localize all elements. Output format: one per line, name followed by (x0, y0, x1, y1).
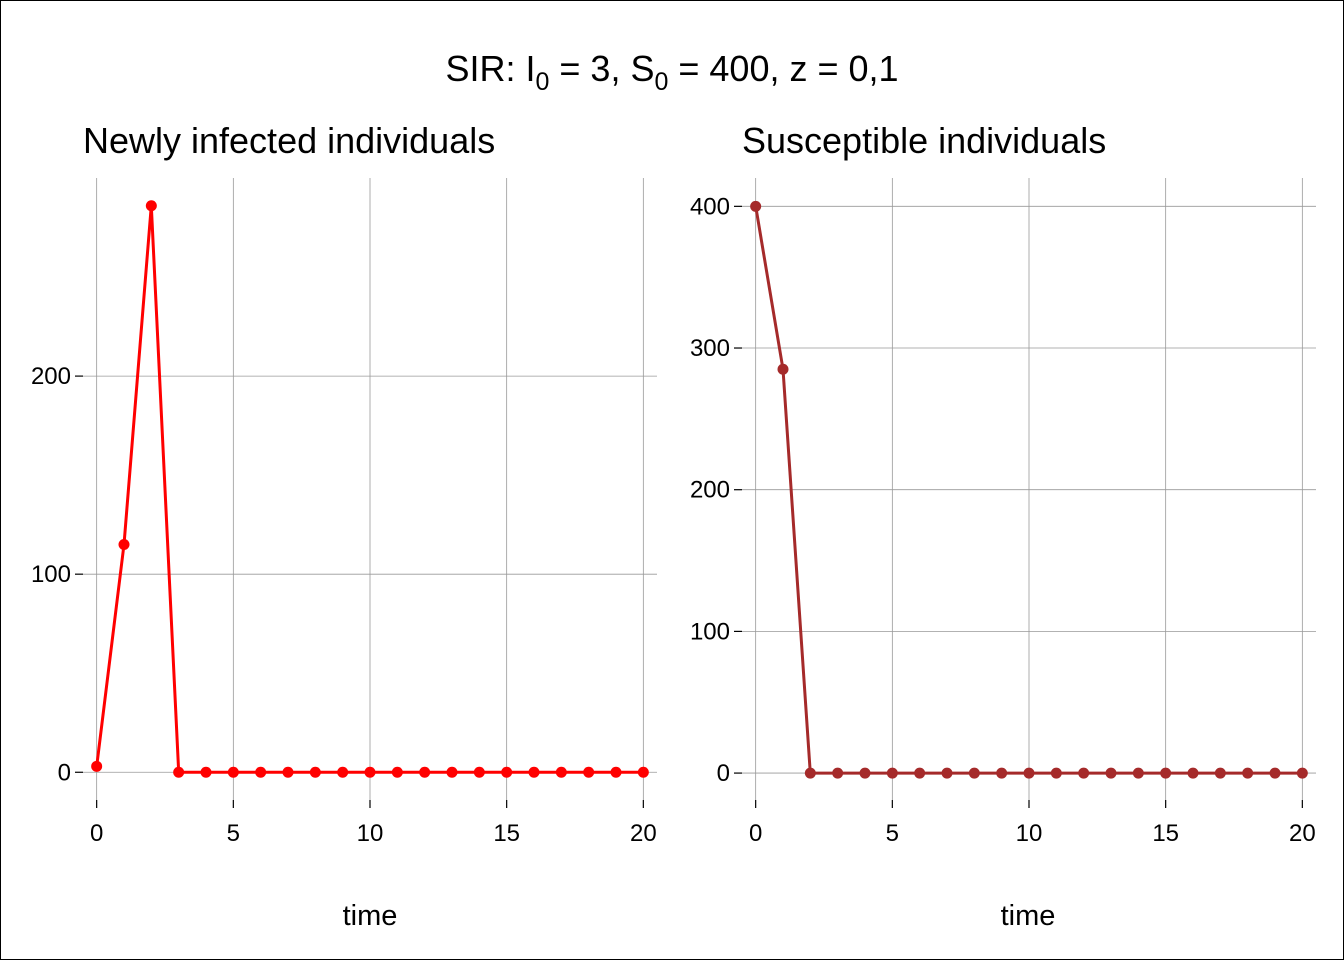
x-tick-label: 20 (630, 820, 657, 847)
panel-title: Newly infected individuals (83, 120, 495, 161)
data-point (832, 767, 844, 779)
data-point (1132, 767, 1144, 779)
title-s-subscript: 0 (654, 68, 668, 96)
figure-title: SIR: I0 = 3, S0 = 400, z = 0,1 (445, 48, 898, 96)
data-point (1105, 767, 1117, 779)
data-point (91, 760, 103, 772)
x-tick-label: 15 (493, 820, 520, 847)
data-point (1078, 767, 1090, 779)
x-axis-label: time (343, 900, 398, 932)
y-tick-label: 100 (31, 561, 71, 588)
data-point (501, 766, 513, 778)
x-tick-label: 0 (749, 820, 762, 847)
title-i-subscript: 0 (535, 68, 549, 96)
x-tick-label: 10 (357, 820, 384, 847)
data-point (1187, 767, 1199, 779)
data-point (1269, 767, 1281, 779)
data-point (637, 766, 649, 778)
y-tick-label: 0 (58, 759, 71, 786)
data-point (886, 767, 898, 779)
panel-newly-infected: Newly infected individuals time 0 5 10 15 20… (31, 120, 657, 932)
data-point (255, 766, 267, 778)
x-tick-label: 5 (886, 820, 899, 847)
x-tick-label: 10 (1016, 820, 1043, 847)
data-point (968, 767, 980, 779)
x-tick-label: 0 (90, 820, 103, 847)
y-tick-label: 300 (690, 335, 730, 362)
data-point (446, 766, 458, 778)
data-point (528, 766, 540, 778)
y-tick-label: 0 (717, 760, 730, 787)
data-point (282, 766, 294, 778)
data-point (473, 766, 485, 778)
data-point (777, 363, 789, 375)
gridlines (83, 178, 657, 800)
data-point (419, 766, 431, 778)
data-point (804, 767, 816, 779)
data-point (145, 200, 157, 212)
data-point (859, 767, 871, 779)
data-point (1296, 767, 1308, 779)
data-point (941, 767, 953, 779)
data-point (914, 767, 926, 779)
data-point (118, 538, 130, 550)
data-point (309, 766, 321, 778)
data-point (227, 766, 239, 778)
x-tick-label: 5 (227, 820, 240, 847)
data-point (391, 766, 403, 778)
data-point (1023, 767, 1035, 779)
data-point (200, 766, 212, 778)
data-point (1160, 767, 1172, 779)
x-axis-label: time (1001, 900, 1056, 932)
panel-susceptible: Susceptible individuals time 0 5 10 15 20010… (690, 120, 1316, 932)
data-point (1050, 767, 1062, 779)
gridlines (742, 178, 1316, 800)
panel-title: Susceptible individuals (742, 120, 1106, 161)
data-point (555, 766, 567, 778)
y-tick-label: 200 (690, 477, 730, 504)
data-point (996, 767, 1008, 779)
data-point (583, 766, 595, 778)
x-tick-label: 15 (1152, 820, 1179, 847)
title-prefix: SIR: I (445, 48, 535, 89)
data-point (750, 200, 762, 212)
title-suffix: = 400, z = 0,1 (668, 48, 898, 89)
data-point (337, 766, 349, 778)
data-point (1214, 767, 1226, 779)
title-mid: = 3, S (549, 48, 654, 89)
data-point (364, 766, 376, 778)
data-point (610, 766, 622, 778)
data-point (173, 766, 185, 778)
x-tick-label: 20 (1289, 820, 1316, 847)
data-point (1242, 767, 1254, 779)
y-tick-label: 100 (690, 618, 730, 645)
y-tick-label: 200 (31, 363, 71, 390)
y-tick-label: 400 (690, 193, 730, 220)
